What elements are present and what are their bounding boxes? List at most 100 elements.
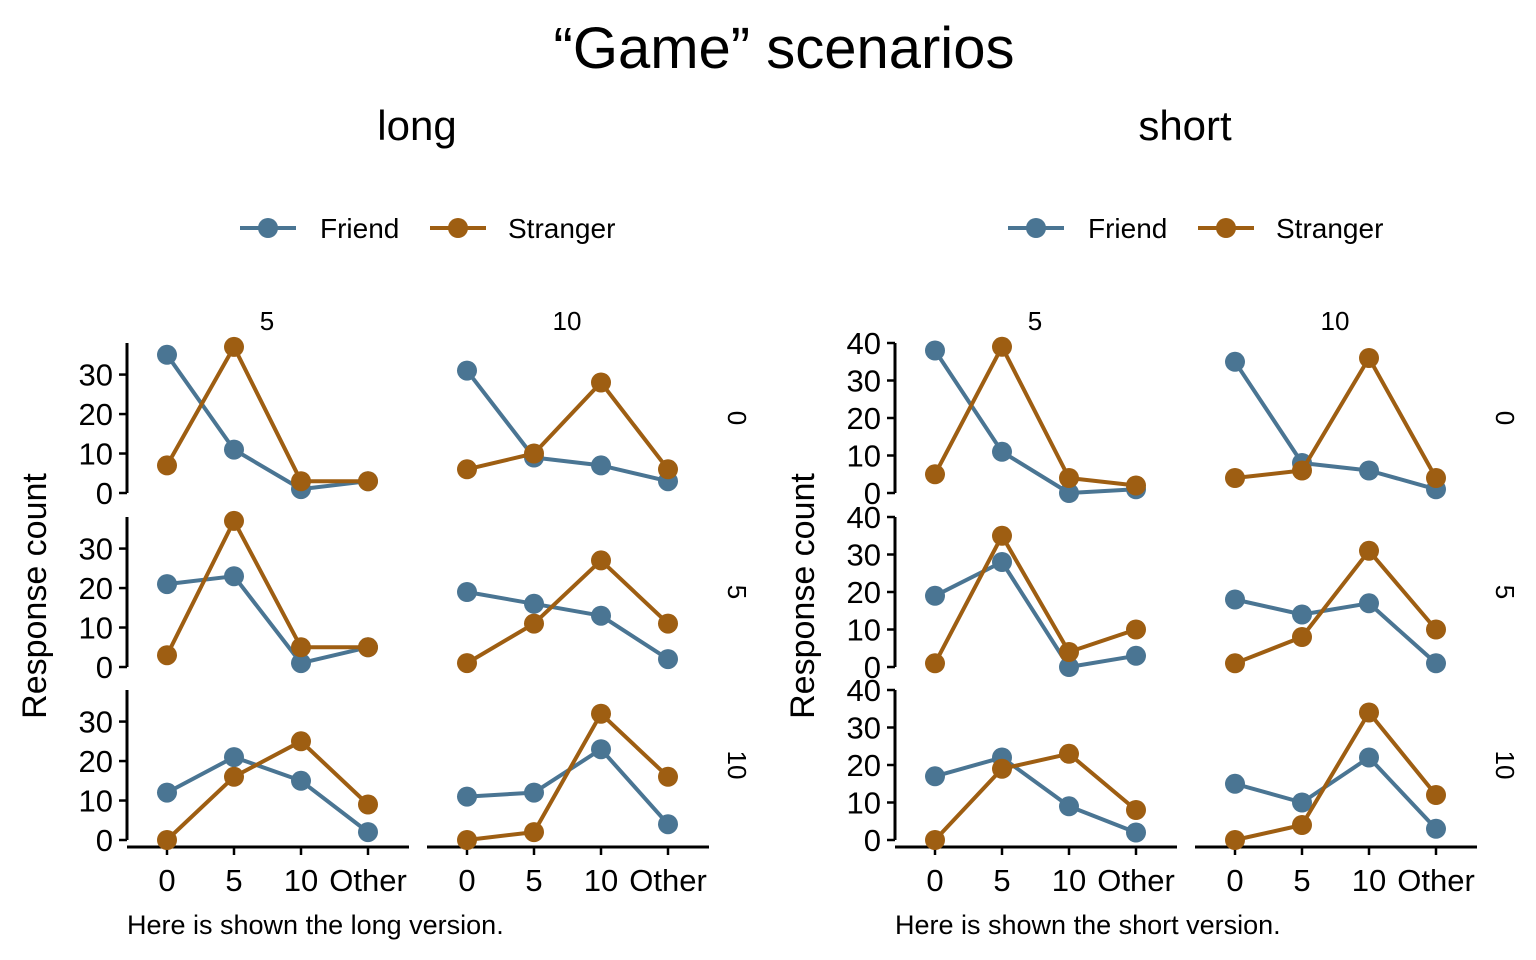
facet-col-label: 5 [260,306,274,336]
data-point-friend [591,739,611,760]
data-point-friend [224,747,244,768]
x-tick-label: 0 [158,863,175,898]
data-point-friend [224,439,244,460]
y-tick-label: 30 [79,705,113,740]
legend-label: Stranger [1276,213,1383,244]
data-point-friend [1059,796,1079,817]
y-tick-label: 30 [79,358,113,393]
main-title: “Game” scenarios [554,16,1015,81]
panel-col-5-row-10 [157,731,378,850]
data-point-stranger [992,336,1012,357]
x-tick-label: Other [629,863,707,898]
series-line-stranger [465,380,670,472]
data-point-stranger [291,637,311,658]
legend-swatch-point [1216,218,1236,238]
x-tick-label: 0 [458,863,475,898]
data-point-stranger [358,794,378,815]
data-point-friend [358,822,378,843]
data-point-stranger [658,766,678,787]
data-point-stranger [157,645,177,666]
series-line-stranger [1233,710,1438,842]
panel-col-10-row-5 [457,550,678,674]
facet-row-label: 0 [1490,411,1520,425]
series-line-friend [933,755,1138,835]
facet-row-label: 10 [1490,751,1520,780]
legend: Friend Stranger [1008,213,1383,244]
x-tick-label: 10 [1052,863,1086,898]
legend: Friend Stranger [240,213,615,244]
data-point-friend [925,766,945,787]
data-point-friend [1225,351,1245,372]
panel-col-10-row-0 [1225,348,1446,500]
x-tick-label: Other [1397,863,1475,898]
legend-label: Friend [320,213,399,244]
y-tick-label: 40 [847,673,881,708]
data-point-stranger [1126,800,1146,820]
series-line-stranger [465,711,670,842]
facet-row-label: 0 [722,411,752,425]
series-line-friend [465,368,670,484]
y-tick-label: 30 [847,538,881,573]
series-line-stranger [933,533,1138,666]
data-point-friend [157,782,177,803]
y-tick-label: 0 [864,823,881,858]
data-point-stranger [1126,619,1146,640]
y-tick-label: 40 [847,500,881,535]
x-tick-label: 0 [1226,863,1243,898]
y-tick-label: 0 [864,476,881,511]
data-point-friend [1359,747,1379,768]
data-point-stranger [658,459,678,480]
data-point-stranger [591,703,611,724]
legend-label: Stranger [508,213,615,244]
facet-row-label: 5 [1490,585,1520,599]
data-point-stranger [1359,702,1379,723]
data-point-stranger [457,653,477,674]
x-tick-label: 5 [993,863,1010,898]
series-line-friend [1233,597,1438,666]
y-tick-label: 0 [96,650,113,685]
data-point-friend [1292,604,1312,625]
data-point-friend [1359,593,1379,614]
y-tick-label: 20 [847,575,881,610]
data-point-stranger [992,525,1012,546]
chart-subtitle: long [377,102,456,149]
data-point-stranger [1126,475,1146,496]
x-tick-label: Other [1097,863,1175,898]
y-tick-label: 10 [847,786,881,821]
panel-col-10-row-5 [1225,540,1446,674]
y-tick-label: 20 [79,397,113,432]
y-tick-label: 20 [79,571,113,606]
panel-col-10-row-10 [457,703,678,850]
series-line-friend [165,755,370,835]
series-line-stranger [933,344,1138,488]
data-point-friend [1059,483,1079,503]
x-tick-label: 0 [926,863,943,898]
data-point-stranger [591,372,611,393]
data-point-stranger [358,471,378,492]
data-point-stranger [1426,468,1446,488]
data-point-stranger [1059,468,1079,488]
caption: Here is shown the short version. [895,910,1281,940]
chart-short: short Friend Stranger Response count Here is… [784,102,1520,940]
data-point-stranger [925,464,945,485]
data-point-friend [1426,653,1446,674]
data-point-stranger [1225,830,1245,850]
series-line-friend [465,590,670,662]
series-line-stranger [1233,356,1438,480]
series-line-friend [933,560,1138,669]
y-tick-label: 0 [96,823,113,858]
data-point-friend [925,340,945,361]
y-tick-label: 40 [847,326,881,361]
series-line-friend [165,352,370,492]
data-point-friend [1126,645,1146,666]
data-point-stranger [1292,460,1312,481]
x-tick-label: 10 [1352,863,1386,898]
data-point-stranger [1059,743,1079,764]
y-tick-label: 10 [79,611,113,646]
panel-col-10-row-0 [457,360,678,492]
data-point-friend [457,582,477,602]
facet-row-label: 10 [722,751,752,780]
y-axis-label: Response count [784,473,822,719]
data-point-friend [291,653,311,674]
